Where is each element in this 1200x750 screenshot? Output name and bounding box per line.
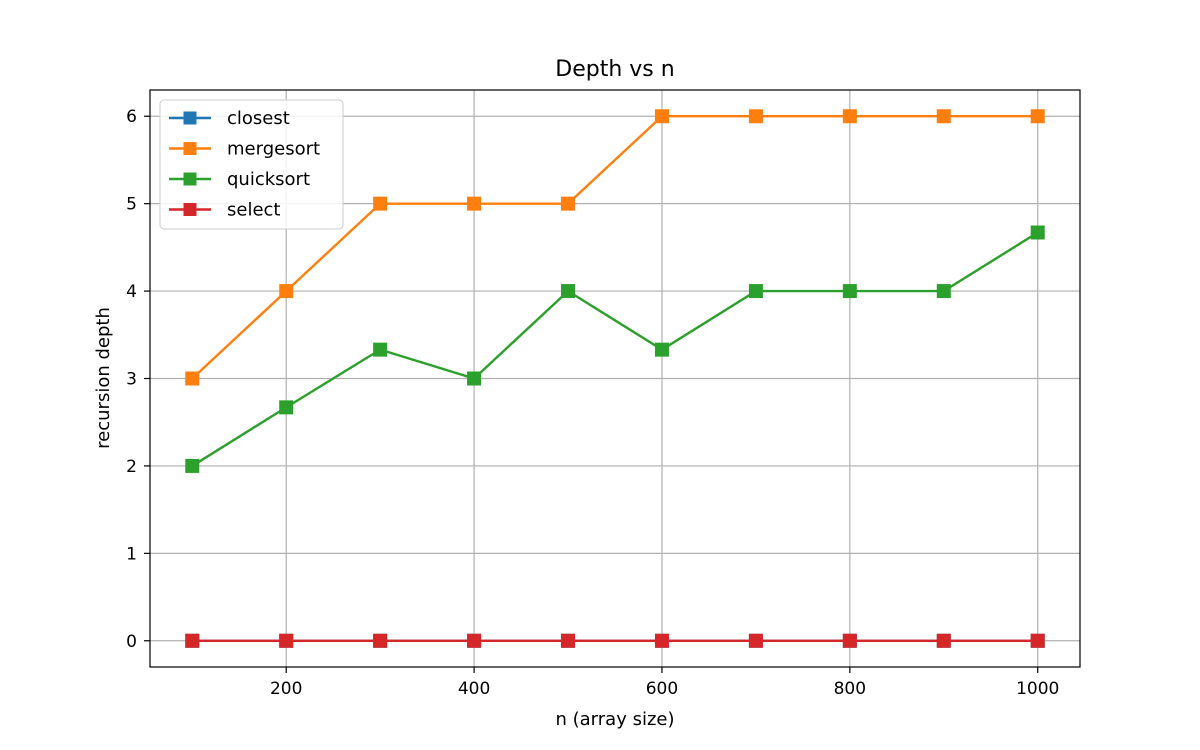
legend-label: closest [227, 108, 290, 129]
series-select [185, 633, 1045, 648]
x-tick-label: 400 [458, 679, 490, 699]
data-point-mergesort [748, 109, 763, 124]
data-point-quicksort [279, 400, 294, 415]
y-axis-ticks: 0 1 2 3 4 5 6 [126, 107, 150, 652]
x-tick-label: 1000 [1016, 679, 1059, 699]
legend-item-quicksort: quicksort [169, 169, 310, 190]
data-point-select [748, 633, 763, 648]
y-tick-label: 3 [126, 370, 137, 390]
legend-item-closest: closest [169, 108, 290, 129]
x-axis-ticks: 200 400 600 800 1000 [270, 667, 1059, 699]
data-point-quicksort [936, 284, 951, 299]
data-point-select [561, 633, 576, 648]
legend-label: mergesort [227, 139, 320, 160]
data-point-mergesort [185, 371, 200, 386]
legend-item-select: select [169, 200, 280, 221]
y-tick-label: 6 [126, 107, 137, 127]
data-point-mergesort [373, 196, 388, 211]
data-point-mergesort [936, 109, 951, 124]
data-point-mergesort [279, 284, 294, 299]
data-point-quicksort [467, 371, 482, 386]
series-line-quicksort [191, 231, 1039, 467]
x-tick-label: 600 [646, 679, 678, 699]
data-point-mergesort [654, 109, 669, 124]
data-point-mergesort [561, 196, 576, 211]
legend-marker [183, 142, 197, 155]
x-tick-label: 200 [270, 679, 302, 699]
series-line-mergesort [191, 115, 1038, 380]
data-point-select [185, 633, 200, 648]
data-point-select [654, 633, 669, 648]
legend-item-mergesort: mergesort [169, 139, 320, 160]
data-point-mergesort [842, 109, 857, 124]
y-axis-label: recursion depth [93, 307, 114, 449]
data-point-quicksort [654, 342, 669, 357]
x-tick-label: 800 [834, 679, 866, 699]
plot-series [185, 109, 1045, 648]
data-point-quicksort [185, 458, 200, 473]
y-tick-label: 0 [126, 632, 137, 652]
data-point-quicksort [373, 342, 388, 357]
data-point-quicksort [748, 284, 763, 299]
data-point-select [279, 633, 294, 648]
data-point-select [467, 633, 482, 648]
legend-box [159, 99, 344, 230]
series-mergesort [185, 109, 1045, 386]
y-tick-label: 5 [126, 195, 137, 215]
series-quicksort [185, 225, 1045, 473]
legend-marker [183, 111, 197, 125]
y-tick-label: 2 [126, 457, 137, 477]
data-point-mergesort [467, 196, 482, 211]
data-point-select [842, 633, 857, 648]
legend-label: select [227, 200, 280, 221]
y-tick-label: 1 [126, 544, 137, 564]
data-point-mergesort [1030, 109, 1045, 124]
x-axis-label: n (array size) [556, 709, 675, 730]
y-tick-label: 4 [126, 282, 137, 302]
legend: closest mergesort quicksort select [159, 99, 344, 230]
legend-marker [183, 203, 197, 216]
data-point-quicksort [842, 284, 857, 299]
chart-title: Depth vs n [555, 57, 674, 82]
data-point-select [1030, 633, 1045, 648]
legend-label: quicksort [227, 169, 310, 190]
data-point-quicksort [1030, 225, 1045, 240]
legend-marker [183, 172, 197, 186]
data-point-select [373, 633, 388, 648]
data-point-select [936, 633, 951, 648]
data-point-quicksort [561, 284, 576, 299]
